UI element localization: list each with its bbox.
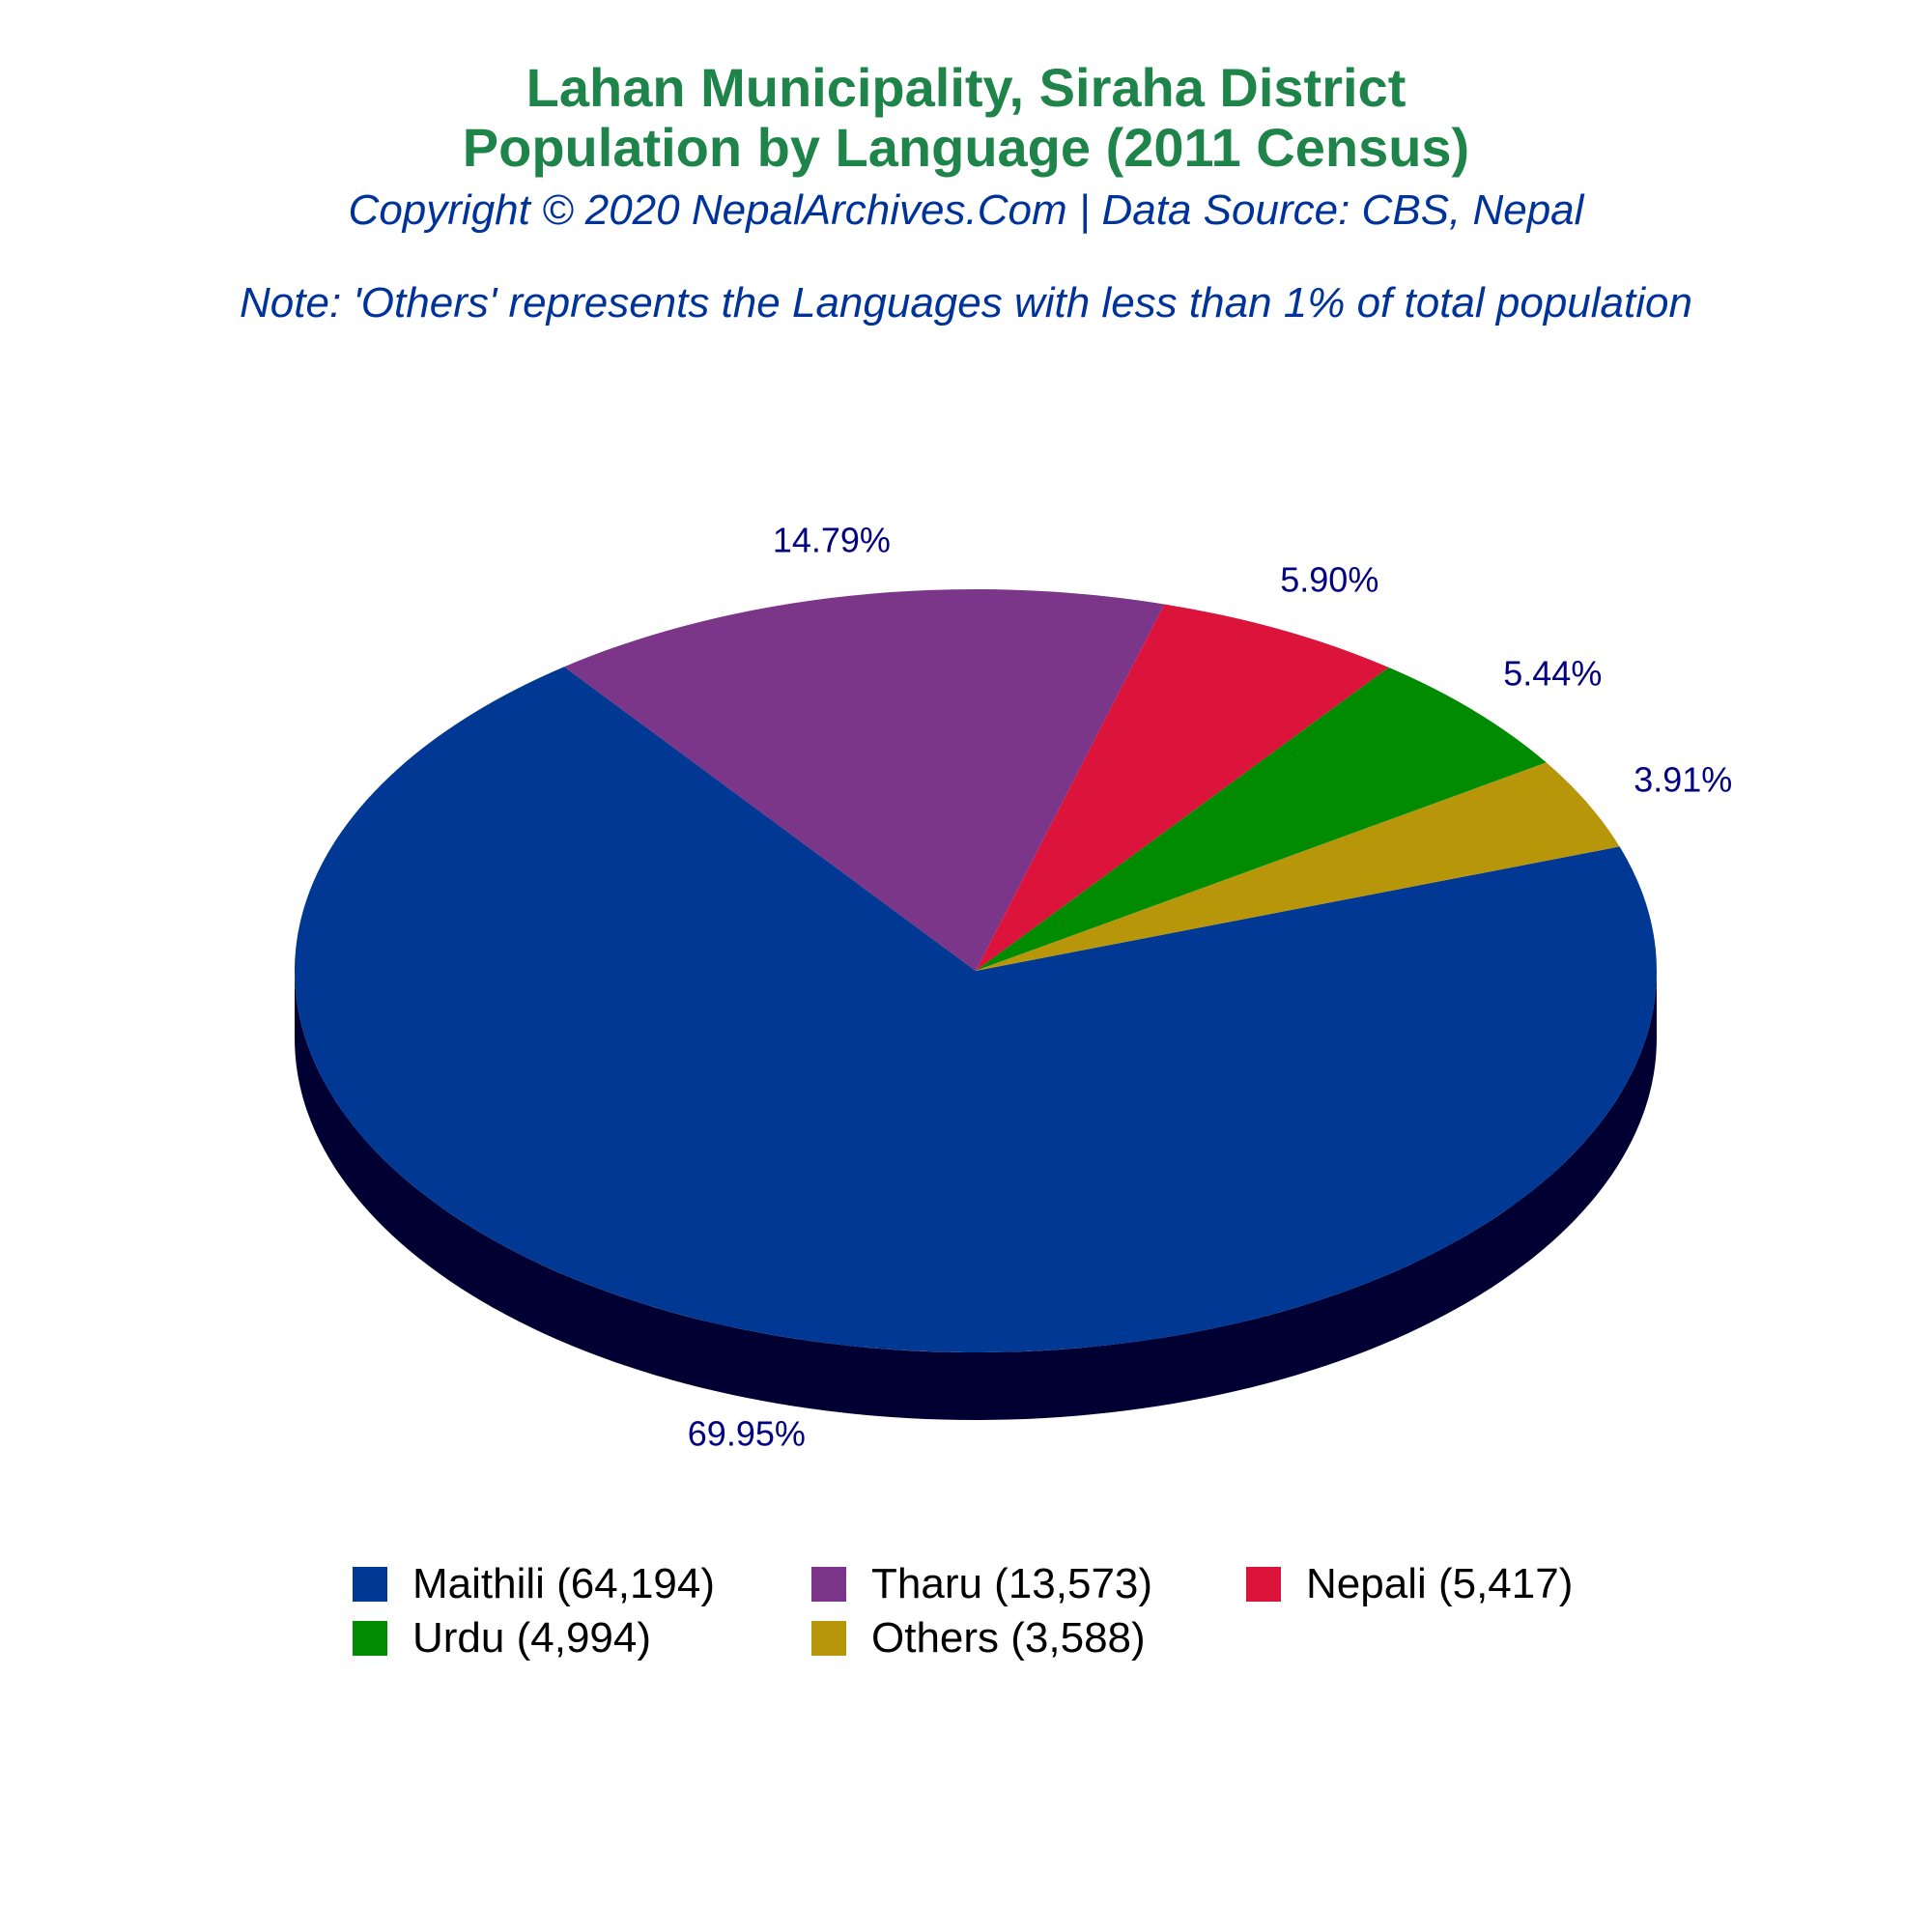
legend-item-tharu: Tharu (13,573) — [811, 1560, 1152, 1608]
legend-swatch — [1246, 1567, 1281, 1602]
legend-item-maithili: Maithili (64,194) — [353, 1560, 715, 1608]
pie-slice-urdu — [976, 667, 1547, 971]
legend-swatch — [353, 1621, 387, 1656]
pie-label-tharu: 14.79% — [773, 521, 891, 560]
legend-label: Maithili (64,194) — [412, 1560, 716, 1607]
legend-label: Urdu (4,994) — [412, 1614, 652, 1662]
chart-title-line1: Lahan Municipality, Siraha District — [526, 57, 1406, 118]
pie-label-maithili: 69.95% — [688, 1413, 806, 1453]
pie-side-maithili — [295, 971, 1657, 1420]
copyright-text: Copyright © 2020 NepalArchives.Com | Dat… — [348, 186, 1584, 234]
note-text: Note: 'Others' represents the Languages … — [240, 279, 1692, 327]
legend-label: Nepali (5,417) — [1306, 1560, 1574, 1607]
legend-swatch — [811, 1567, 846, 1602]
pie-slice-tharu — [564, 589, 1165, 971]
pie-label-urdu: 5.44% — [1503, 653, 1602, 693]
legend-swatch — [811, 1621, 846, 1656]
legend-item-urdu: Urdu (4,994) — [353, 1614, 651, 1662]
legend-item-others: Others (3,588) — [811, 1614, 1146, 1662]
legend-item-nepali: Nepali (5,417) — [1246, 1560, 1573, 1608]
legend-label: Tharu (13,573) — [871, 1560, 1153, 1607]
pie-slice-nepali — [976, 604, 1389, 971]
pie-label-nepali: 5.90% — [1280, 560, 1378, 600]
legend-label: Others (3,588) — [871, 1614, 1146, 1662]
chart-header: Lahan Municipality, Siraha District Popu… — [0, 58, 1932, 328]
pie-slice-maithili — [295, 667, 1658, 1353]
pie-slice-others — [976, 762, 1620, 971]
chart-title-line2: Population by Language (2011 Census) — [462, 117, 1470, 178]
pie-label-others: 3.91% — [1634, 759, 1732, 799]
legend-swatch — [353, 1567, 387, 1602]
